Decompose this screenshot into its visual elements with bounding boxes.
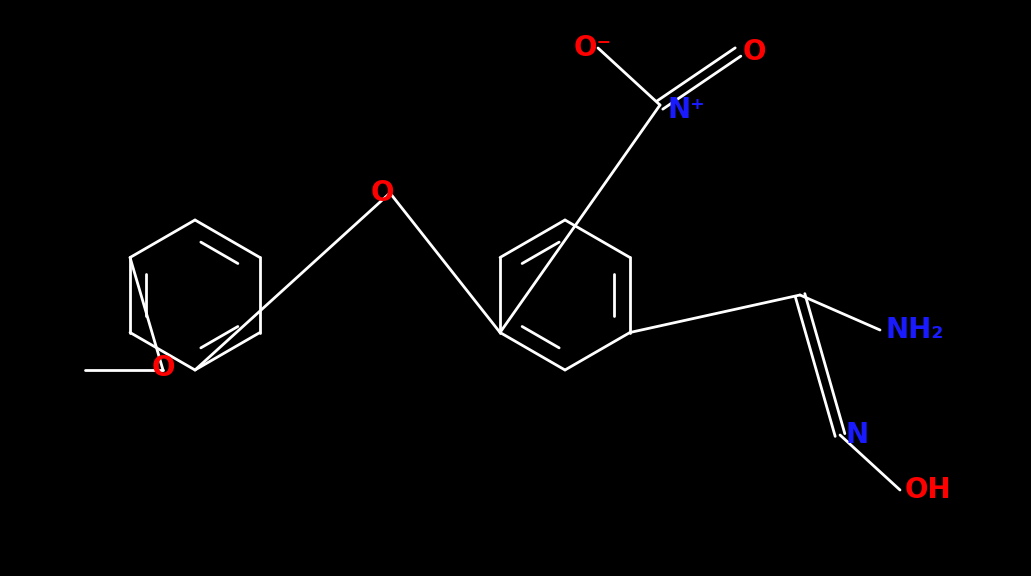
Text: O⁻: O⁻ <box>574 34 612 62</box>
Text: N⁺: N⁺ <box>668 96 706 124</box>
Text: NH₂: NH₂ <box>885 316 943 344</box>
Text: N: N <box>845 421 868 449</box>
Text: OH: OH <box>905 476 952 504</box>
Text: O: O <box>370 179 394 207</box>
Text: O: O <box>152 354 174 382</box>
Text: O: O <box>743 38 766 66</box>
